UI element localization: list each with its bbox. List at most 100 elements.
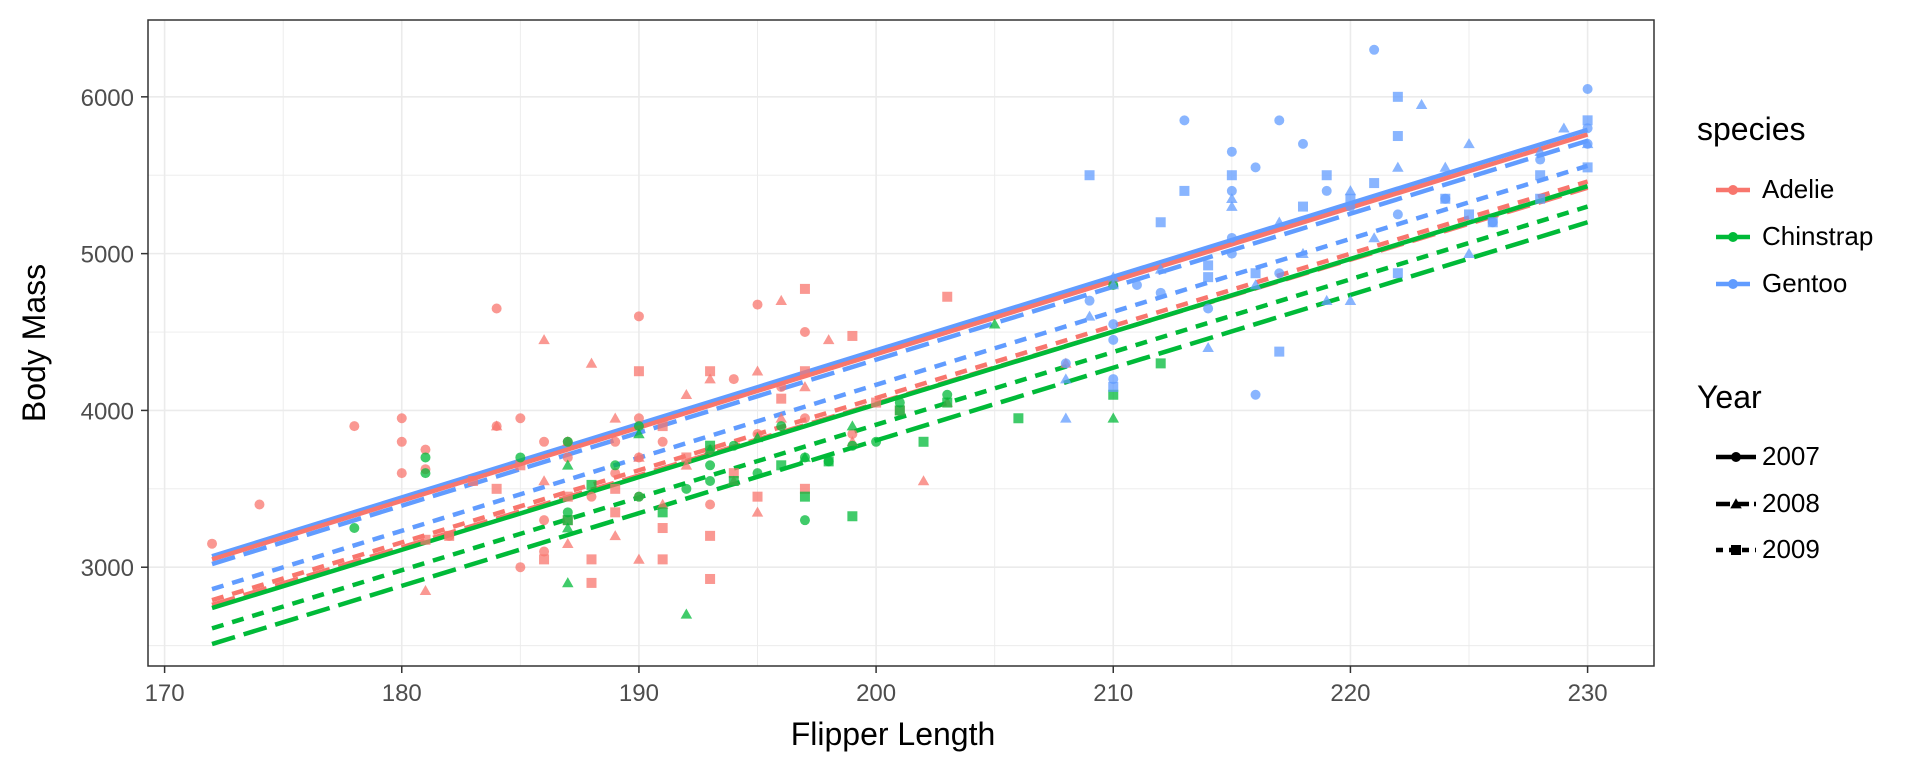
year-legend: Year 2007 2008 2009 <box>1697 379 1820 564</box>
legend-label-2007: 2007 <box>1762 441 1820 471</box>
point-adelie-2007 <box>657 436 668 447</box>
point-chinstrap-2009 <box>728 475 739 486</box>
point-gentoo-2009 <box>1392 131 1403 142</box>
point-adelie-2007 <box>539 546 550 557</box>
point-adelie-2008 <box>917 475 930 486</box>
x-tick-label: 220 <box>1330 680 1370 707</box>
point-gentoo-2007 <box>1179 115 1190 126</box>
point-adelie-2007 <box>515 413 526 424</box>
point-adelie-2008 <box>680 388 693 400</box>
year-legend-keys <box>1716 452 1756 555</box>
point-gentoo-2009 <box>1392 268 1403 279</box>
point-gentoo-2009 <box>1274 346 1285 357</box>
point-adelie-2008 <box>822 334 835 345</box>
point-gentoo-2008 <box>1344 185 1357 196</box>
point-adelie-2009 <box>467 475 478 486</box>
point-gentoo-2008 <box>1249 279 1262 290</box>
point-chinstrap-2008 <box>988 318 1001 329</box>
point-adelie-2009 <box>610 483 621 494</box>
point-adelie-2009 <box>586 554 597 565</box>
point-gentoo-2009 <box>1297 201 1308 212</box>
legend-key-point-adelie <box>1728 185 1738 195</box>
point-chinstrap-2007 <box>894 397 905 408</box>
point-chinstrap-2009 <box>894 405 905 416</box>
point-adelie-2007 <box>491 303 502 314</box>
point-adelie-2009 <box>799 483 810 494</box>
point-gentoo-2007 <box>1345 201 1356 212</box>
point-chinstrap-2007 <box>420 452 431 463</box>
fit-line-chinstrap-2009 <box>211 204 1589 631</box>
legend-label-gentoo: Gentoo <box>1762 268 1847 298</box>
point-gentoo-2008 <box>1439 161 1452 172</box>
point-adelie-2009 <box>705 530 716 541</box>
point-gentoo-2007 <box>1392 209 1403 220</box>
point-gentoo-2007 <box>1369 44 1380 55</box>
point-adelie-2007 <box>633 311 644 322</box>
regression-lines <box>211 127 1589 647</box>
point-chinstrap-2009 <box>776 460 787 471</box>
y-tick-label: 5000 <box>81 242 134 269</box>
point-chinstrap-2007 <box>420 468 431 479</box>
point-chinstrap-2008 <box>680 608 693 619</box>
point-gentoo-2008 <box>1226 200 1238 211</box>
point-adelie-2009 <box>871 397 882 408</box>
point-gentoo-2007 <box>1535 154 1546 165</box>
point-gentoo-2007 <box>1274 268 1285 279</box>
point-gentoo-2008 <box>1202 341 1214 353</box>
point-chinstrap-2009 <box>1155 358 1166 369</box>
point-adelie-2007 <box>799 413 810 424</box>
point-chinstrap-2007 <box>752 468 763 479</box>
point-gentoo-2009 <box>1084 170 1095 181</box>
point-gentoo-2007 <box>1582 123 1593 134</box>
point-gentoo-2007 <box>1274 115 1285 126</box>
y-tick-label: 3000 <box>81 555 134 582</box>
point-gentoo-2007 <box>1203 303 1214 314</box>
point-adelie-2009 <box>539 554 550 565</box>
point-gentoo-2009 <box>1203 260 1214 271</box>
point-chinstrap-2009 <box>799 491 810 502</box>
point-chinstrap-2008 <box>751 432 764 443</box>
point-gentoo-2009 <box>1108 381 1119 392</box>
point-adelie-2008 <box>775 294 787 305</box>
point-chinstrap-2007 <box>562 507 573 518</box>
point-chinstrap-2007 <box>799 515 810 526</box>
point-adelie-2007 <box>396 436 407 447</box>
point-adelie-2008 <box>656 498 669 509</box>
point-gentoo-2008 <box>1320 294 1333 305</box>
point-adelie-2008 <box>419 584 432 596</box>
point-adelie-2008 <box>751 365 764 376</box>
x-tick-label: 210 <box>1093 680 1133 707</box>
point-adelie-2007 <box>799 327 810 338</box>
point-chinstrap-2007 <box>705 475 716 486</box>
point-adelie-2008 <box>562 537 574 549</box>
fit-line-gentoo-2008 <box>211 138 1589 567</box>
point-gentoo-2009 <box>1345 193 1356 204</box>
point-chinstrap-2008 <box>562 522 574 533</box>
point-gentoo-2009 <box>1226 170 1237 181</box>
y-axis-title: Body Mass <box>16 264 52 422</box>
point-adelie-2007 <box>752 299 763 310</box>
point-adelie-2009 <box>799 366 810 377</box>
point-adelie-2008 <box>609 530 621 541</box>
point-chinstrap-2008 <box>633 428 645 439</box>
point-chinstrap-2009 <box>586 479 597 490</box>
point-gentoo-2007 <box>1155 287 1166 298</box>
point-gentoo-2009 <box>1179 185 1190 196</box>
point-adelie-2009 <box>586 577 597 588</box>
point-gentoo-2008 <box>1083 310 1096 321</box>
point-chinstrap-2007 <box>847 440 858 451</box>
point-adelie-2009 <box>420 534 431 545</box>
point-gentoo-2007 <box>1297 138 1308 149</box>
x-axis-title: Flipper Length <box>791 716 996 752</box>
point-adelie-2007 <box>539 515 550 526</box>
legend-key-point-gentoo <box>1728 279 1738 289</box>
legend-key-marker-2009 <box>1731 545 1741 555</box>
point-chinstrap-2007 <box>633 421 644 432</box>
point-adelie-2008 <box>633 553 645 564</box>
point-gentoo-2008 <box>1463 138 1475 149</box>
point-adelie-2009 <box>728 468 739 479</box>
point-chinstrap-2008 <box>1107 412 1120 423</box>
point-gentoo-2007 <box>1060 358 1071 369</box>
point-adelie-2007 <box>396 413 407 424</box>
point-gentoo-2007 <box>1250 389 1261 400</box>
